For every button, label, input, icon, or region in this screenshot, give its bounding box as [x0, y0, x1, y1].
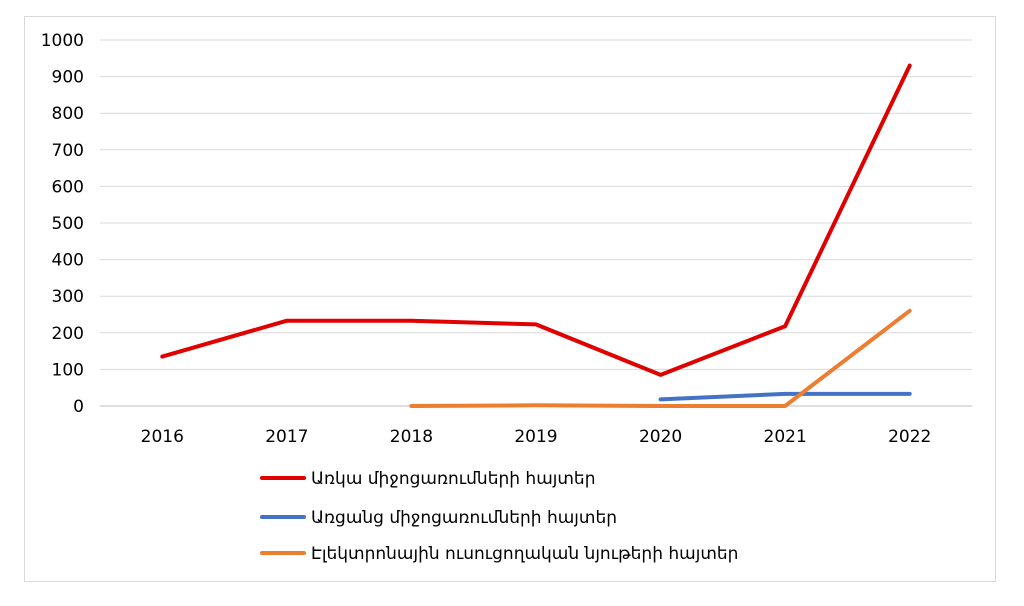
x-tick-label: 2020 [639, 427, 682, 447]
legend: Առկա միջոցառումների հայտեր Առցանց միջոցառ… [260, 469, 738, 564]
series-line-3 [409, 308, 912, 408]
x-tick-label: 2019 [514, 427, 557, 447]
y-tick-label: 500 [52, 214, 84, 234]
x-tick-label: 2022 [888, 427, 931, 447]
series-line-1 [160, 63, 912, 377]
y-tick-label: 0 [73, 397, 84, 417]
legend-label-2: Առցանց միջոցառումների հայտեր [311, 508, 617, 528]
x-tick-label: 2017 [265, 427, 308, 447]
x-axis-ticks: 2016 2017 2018 2019 2020 2021 2022 [141, 427, 932, 447]
y-tick-label: 900 [52, 68, 84, 88]
y-tick-label: 800 [52, 104, 84, 124]
y-tick-label: 400 [52, 251, 84, 271]
y-tick-label: 200 [52, 324, 84, 344]
x-tick-label: 2016 [141, 427, 184, 447]
x-tick-label: 2021 [764, 427, 807, 447]
series-lines [160, 63, 912, 408]
y-tick-label: 700 [52, 141, 84, 161]
y-tick-label: 300 [52, 287, 84, 307]
series-line-2 [658, 391, 912, 402]
gridlines [100, 39, 972, 407]
y-axis-ticks: 0 100 200 300 400 500 600 700 800 900 1000 [41, 31, 84, 417]
y-tick-label: 600 [52, 177, 84, 197]
legend-label-1: Առկա միջոցառումների հայտեր [311, 469, 595, 489]
y-tick-label: 100 [52, 360, 84, 380]
y-tick-label: 1000 [41, 31, 84, 51]
legend-label-3: Էլեկտրոնային ուսուցողական նյութերի հայտե… [311, 544, 738, 564]
x-tick-label: 2018 [390, 427, 433, 447]
chart-frame [24, 16, 996, 582]
